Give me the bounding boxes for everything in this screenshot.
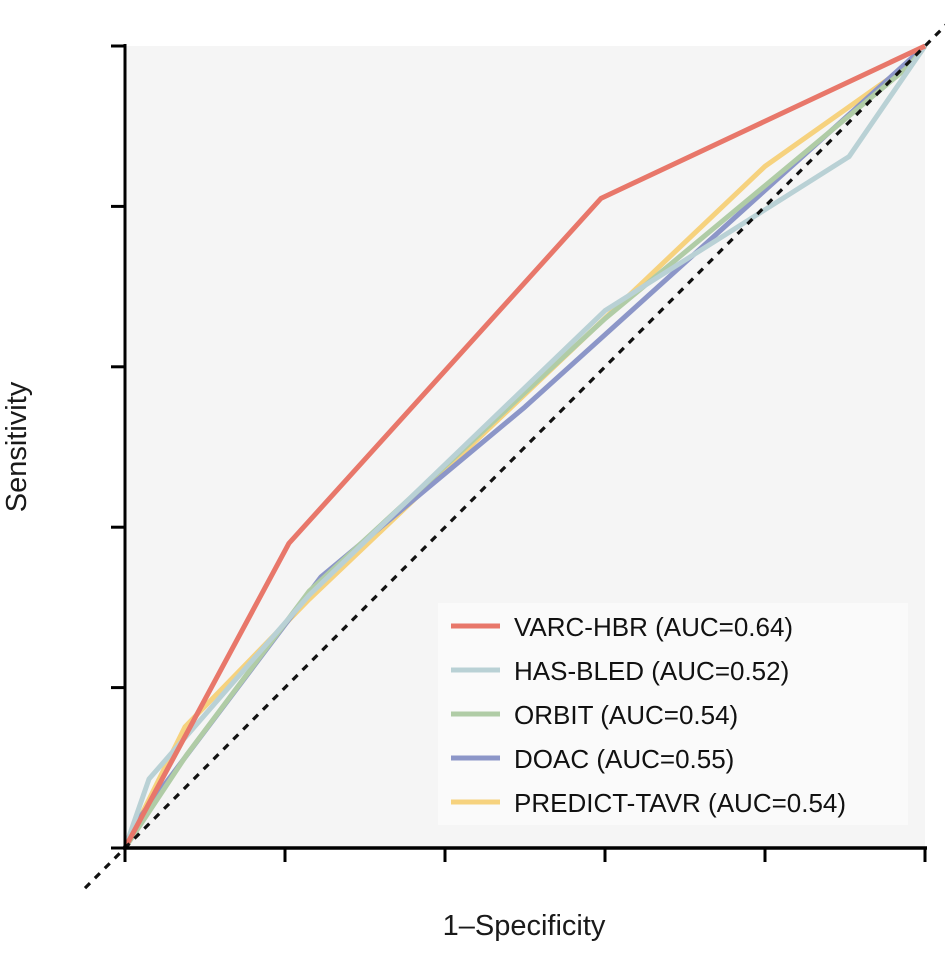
legend-label: ORBIT (AUC=0.54) bbox=[514, 700, 738, 730]
legend-label: DOAC (AUC=0.55) bbox=[514, 744, 734, 774]
series-line-has-bled bbox=[122, 44, 928, 849]
series-layer bbox=[122, 43, 928, 850]
legend-label: HAS-BLED (AUC=0.52) bbox=[514, 656, 789, 686]
series-line-varc-hbr bbox=[122, 43, 927, 850]
y-axis-title: Sensitivity bbox=[1, 381, 33, 512]
x-axis-title: 1–Specificity bbox=[443, 910, 606, 942]
y-ticks bbox=[111, 44, 125, 850]
legend-label: PREDICT-TAVR (AUC=0.54) bbox=[514, 788, 846, 818]
legend-label: VARC-HBR (AUC=0.64) bbox=[514, 612, 793, 642]
legend: VARC-HBR (AUC=0.64) HAS-BLED (AUC=0.52) OR… bbox=[438, 603, 908, 825]
x-ticks bbox=[123, 848, 927, 862]
legend-box bbox=[438, 603, 908, 825]
